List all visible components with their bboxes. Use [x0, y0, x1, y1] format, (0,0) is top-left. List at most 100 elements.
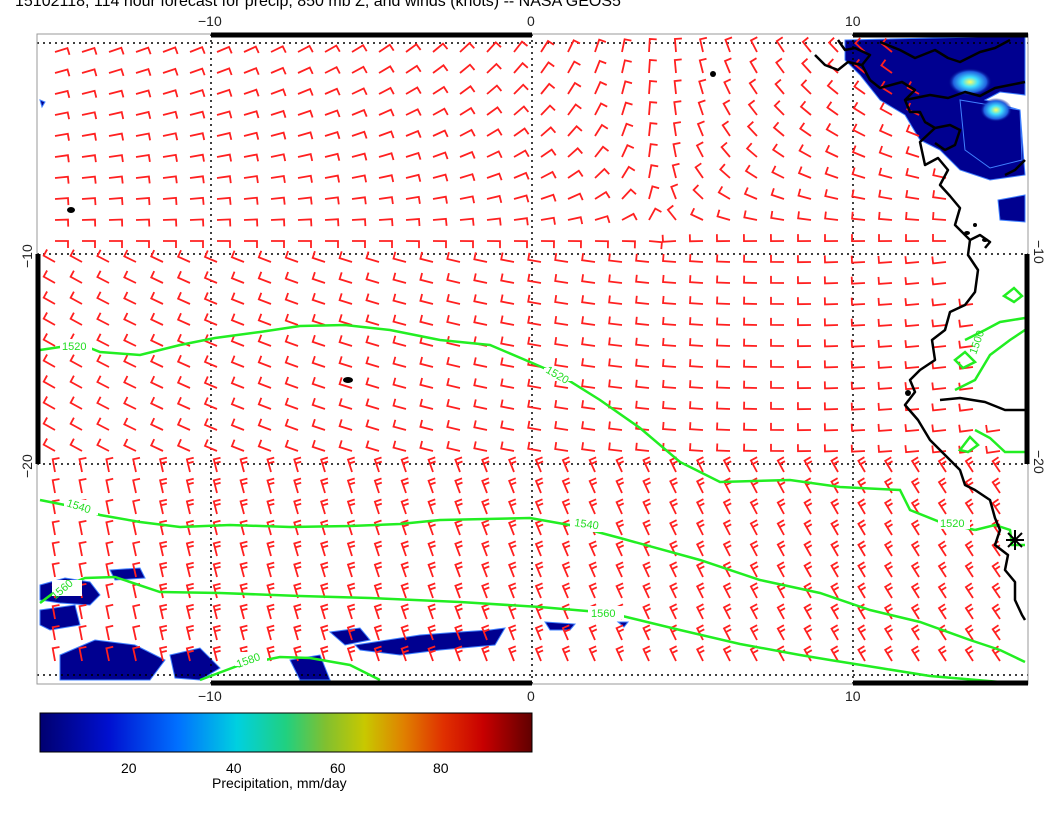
- wind-barb: [771, 165, 785, 179]
- wind-barb: [324, 174, 340, 183]
- wind-barb: [189, 175, 205, 184]
- wind-barb: [365, 377, 380, 389]
- wind-barb: [857, 477, 867, 494]
- wind-barb: [379, 240, 393, 248]
- wind-barb: [132, 645, 141, 662]
- wind-barb: [346, 603, 356, 620]
- wind-barb: [42, 417, 56, 431]
- wind-barb: [581, 358, 596, 368]
- wind-barb: [826, 79, 839, 95]
- wind-barb: [567, 125, 583, 137]
- wind-barb: [284, 334, 299, 347]
- wind-barb: [54, 175, 70, 184]
- wind-barb: [351, 130, 368, 139]
- wind-barb: [534, 561, 544, 578]
- wind-barb: [964, 582, 974, 599]
- wind-barb: [311, 271, 326, 284]
- wind-barb: [311, 418, 326, 431]
- wind-barb: [508, 519, 517, 536]
- wind-barb: [96, 291, 110, 305]
- wind-barb: [824, 189, 839, 200]
- wind-barb: [78, 562, 87, 578]
- wind-barb: [150, 270, 164, 284]
- wind-barb: [513, 83, 529, 95]
- wind-barb: [857, 561, 867, 578]
- wind-barb: [481, 582, 490, 599]
- wind-barb: [716, 338, 731, 347]
- wind-barb: [500, 252, 515, 263]
- wind-barb: [257, 313, 272, 326]
- wind-barb: [800, 79, 812, 95]
- wind-barb: [534, 498, 544, 515]
- wind-barb: [743, 443, 758, 452]
- wind-barb: [454, 456, 463, 473]
- wind-barb: [284, 292, 299, 305]
- wind-barb: [105, 477, 114, 494]
- wind-barb: [991, 561, 1001, 578]
- wind-barb: [392, 440, 407, 452]
- wind-barb: [642, 477, 651, 494]
- wind-barb: [904, 445, 920, 454]
- wind-barb: [672, 142, 681, 158]
- wind-barb: [378, 43, 395, 53]
- wind-barb: [554, 357, 569, 368]
- wind-barb: [96, 417, 110, 431]
- wind-barb: [239, 477, 248, 494]
- wind-barb: [297, 131, 314, 140]
- wind-barb: [883, 645, 893, 662]
- wind-barb: [904, 424, 920, 433]
- wind-barb: [776, 498, 786, 515]
- wind-barb: [405, 86, 422, 95]
- wind-barb: [669, 477, 678, 494]
- wind-barb: [216, 196, 232, 205]
- wind-barb: [266, 624, 275, 641]
- wind-barb: [850, 255, 866, 264]
- wind-barb: [608, 358, 623, 368]
- wind-barb: [324, 44, 341, 53]
- wind-barb: [270, 109, 287, 118]
- wind-barb: [230, 292, 245, 305]
- wind-barb: [964, 645, 974, 662]
- wind-barb: [775, 36, 785, 53]
- wind-barb: [162, 132, 179, 141]
- wind-barb: [527, 273, 542, 284]
- wind-barb: [540, 193, 557, 202]
- wind-barb: [176, 249, 191, 263]
- wind-barb: [159, 477, 168, 494]
- wind-barb: [212, 540, 221, 557]
- wind-barb: [446, 314, 461, 326]
- wind-barb: [203, 292, 218, 305]
- wind-barb: [405, 108, 422, 116]
- wind-barb: [857, 624, 867, 641]
- wind-barb: [648, 59, 657, 74]
- wind-barb: [931, 340, 947, 349]
- wind-barb: [747, 99, 758, 116]
- top-tick-label: 0: [527, 13, 535, 29]
- wind-barb: [648, 122, 658, 137]
- wind-barb: [770, 296, 785, 305]
- wind-barb: [500, 315, 515, 326]
- wind-barb: [69, 270, 83, 284]
- wind-barb: [745, 142, 758, 158]
- wind-barb: [51, 625, 60, 641]
- wind-barb: [958, 340, 974, 349]
- wind-barb: [776, 645, 786, 662]
- wind-barb: [150, 375, 164, 389]
- wind-barb: [567, 147, 583, 158]
- wind-barb: [373, 645, 383, 662]
- wind-barb: [635, 274, 650, 284]
- wind-barb: [297, 66, 314, 75]
- wind-barb: [904, 256, 920, 265]
- wind-barb: [608, 337, 623, 347]
- wind-barb: [594, 80, 608, 95]
- wind-barb: [135, 175, 151, 184]
- wind-barb: [257, 292, 272, 305]
- wind-barb: [239, 561, 248, 578]
- wind-barb: [159, 540, 168, 557]
- wind-barb: [830, 519, 840, 536]
- wind-barb: [719, 163, 731, 179]
- wind-barb: [854, 37, 866, 53]
- wind-barb: [54, 132, 70, 141]
- contour-label: 1560: [591, 608, 615, 620]
- wind-barb: [427, 540, 436, 557]
